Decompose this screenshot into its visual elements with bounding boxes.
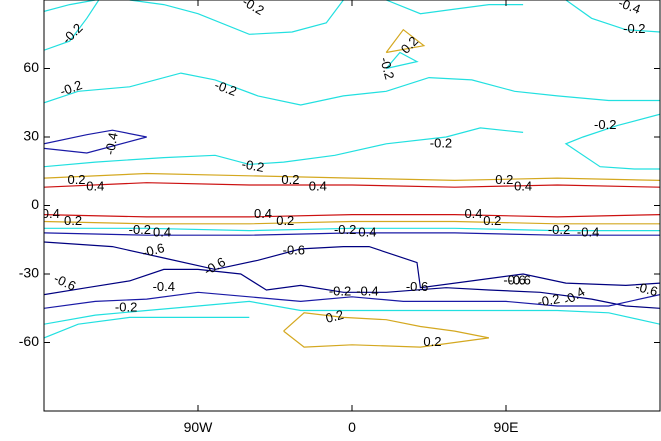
contour-line-0p2: [44, 220, 660, 225]
contour-line--0p2: [44, 316, 250, 339]
contour-label: 0.2: [276, 213, 294, 228]
contour-label: -0.2: [548, 222, 570, 237]
contour-label: -0.2: [329, 284, 351, 299]
contour-line--0p2: [44, 127, 524, 168]
contour-label: -0.4: [577, 224, 599, 239]
contour-label: -0.4: [102, 131, 121, 156]
y-tick-label: 60: [23, 59, 39, 75]
contour-line--0p2: [44, 0, 100, 51]
contour-label: -0.2: [377, 55, 397, 81]
contour-label: 0.4: [309, 179, 327, 194]
contour-line-0p4: [44, 182, 660, 188]
contour-label: 0.4: [464, 206, 482, 221]
contour-line--0p2: [129, 0, 344, 35]
contour-line--0p6: [44, 268, 660, 309]
y-tick-label: 30: [23, 128, 39, 144]
contour-label: -0.6: [508, 272, 530, 287]
contour-label: -0.6: [283, 243, 305, 258]
contour-label: -0.2: [129, 222, 151, 237]
contour-line--0p2: [565, 0, 660, 33]
contour-line--0p2: [44, 227, 660, 232]
contour-label: 0.2: [67, 172, 85, 187]
contour-line-0p2: [283, 312, 490, 348]
contour-line--0p4: [44, 291, 660, 309]
contour-line--0p4: [44, 129, 147, 154]
contour-label: -0.2: [241, 156, 266, 175]
contour-label: 0.4: [86, 179, 104, 194]
contour-line--0p2: [564, 113, 660, 170]
contour-line--0p2: [44, 72, 660, 106]
x-tick-label: 0: [348, 419, 356, 435]
contour-line--0p6: [44, 241, 660, 289]
contour-label: 0.4: [42, 206, 60, 221]
y-tick-label: -30: [19, 265, 39, 281]
contour-label: -0.4: [153, 279, 175, 294]
contour-label: 0.4: [514, 179, 532, 194]
contour-label: 0.2: [281, 172, 299, 187]
contour-label: -0.2: [623, 21, 645, 36]
contour-label: -0.6: [634, 279, 660, 299]
x-tick-label: 90W: [184, 419, 214, 435]
contour-label: 0.2: [483, 213, 501, 228]
contour-label: 0.2: [324, 307, 345, 326]
contour-line-0p4: [44, 214, 660, 218]
x-tick-label: 90E: [494, 419, 519, 435]
contour-line--0p2: [385, 0, 524, 15]
contour-line--0p2: [385, 51, 419, 70]
contour-label: -0.6: [406, 279, 428, 294]
y-tick-label: 0: [31, 196, 39, 212]
contour-labels: -0.2 -0.4-0.2-0.2 0.2-0.2-0.2 -0.2-0.4-0.2-…: [42, 0, 660, 349]
contour-label: -0.4: [356, 284, 378, 299]
contour-line--0p2: [44, 0, 96, 12]
contour-line--0p4: [44, 232, 660, 236]
contour-label: -0.6: [503, 272, 525, 287]
contour-line-0p2: [44, 172, 660, 182]
contour-label: 0.4: [153, 224, 171, 239]
axis-ticks: 90W 0 90E 60 30 0 -30 -60: [19, 0, 660, 435]
contour-line-0p2: [385, 28, 426, 54]
contour-label: -0.2: [334, 222, 356, 237]
contour-label: -0.2: [430, 135, 452, 150]
contour-line--0p2: [44, 300, 660, 325]
contour-label: -0.2: [594, 117, 616, 132]
contour-label: 0.4: [358, 224, 376, 239]
contour-label: 0.4: [254, 206, 272, 221]
contour-lines: [44, 0, 660, 348]
contour-label: -0.2: [58, 77, 84, 99]
y-tick-label: -60: [19, 333, 39, 349]
contour-label: -0.2: [213, 77, 239, 99]
contour-label: -0.6: [140, 240, 166, 260]
contour-label: 0.2: [64, 213, 82, 228]
contour-label: 0.2: [423, 334, 441, 349]
contour-label: 0.2: [495, 172, 513, 187]
contour-label: -0.2: [115, 300, 137, 315]
contour-label: -0.2: [536, 291, 561, 310]
